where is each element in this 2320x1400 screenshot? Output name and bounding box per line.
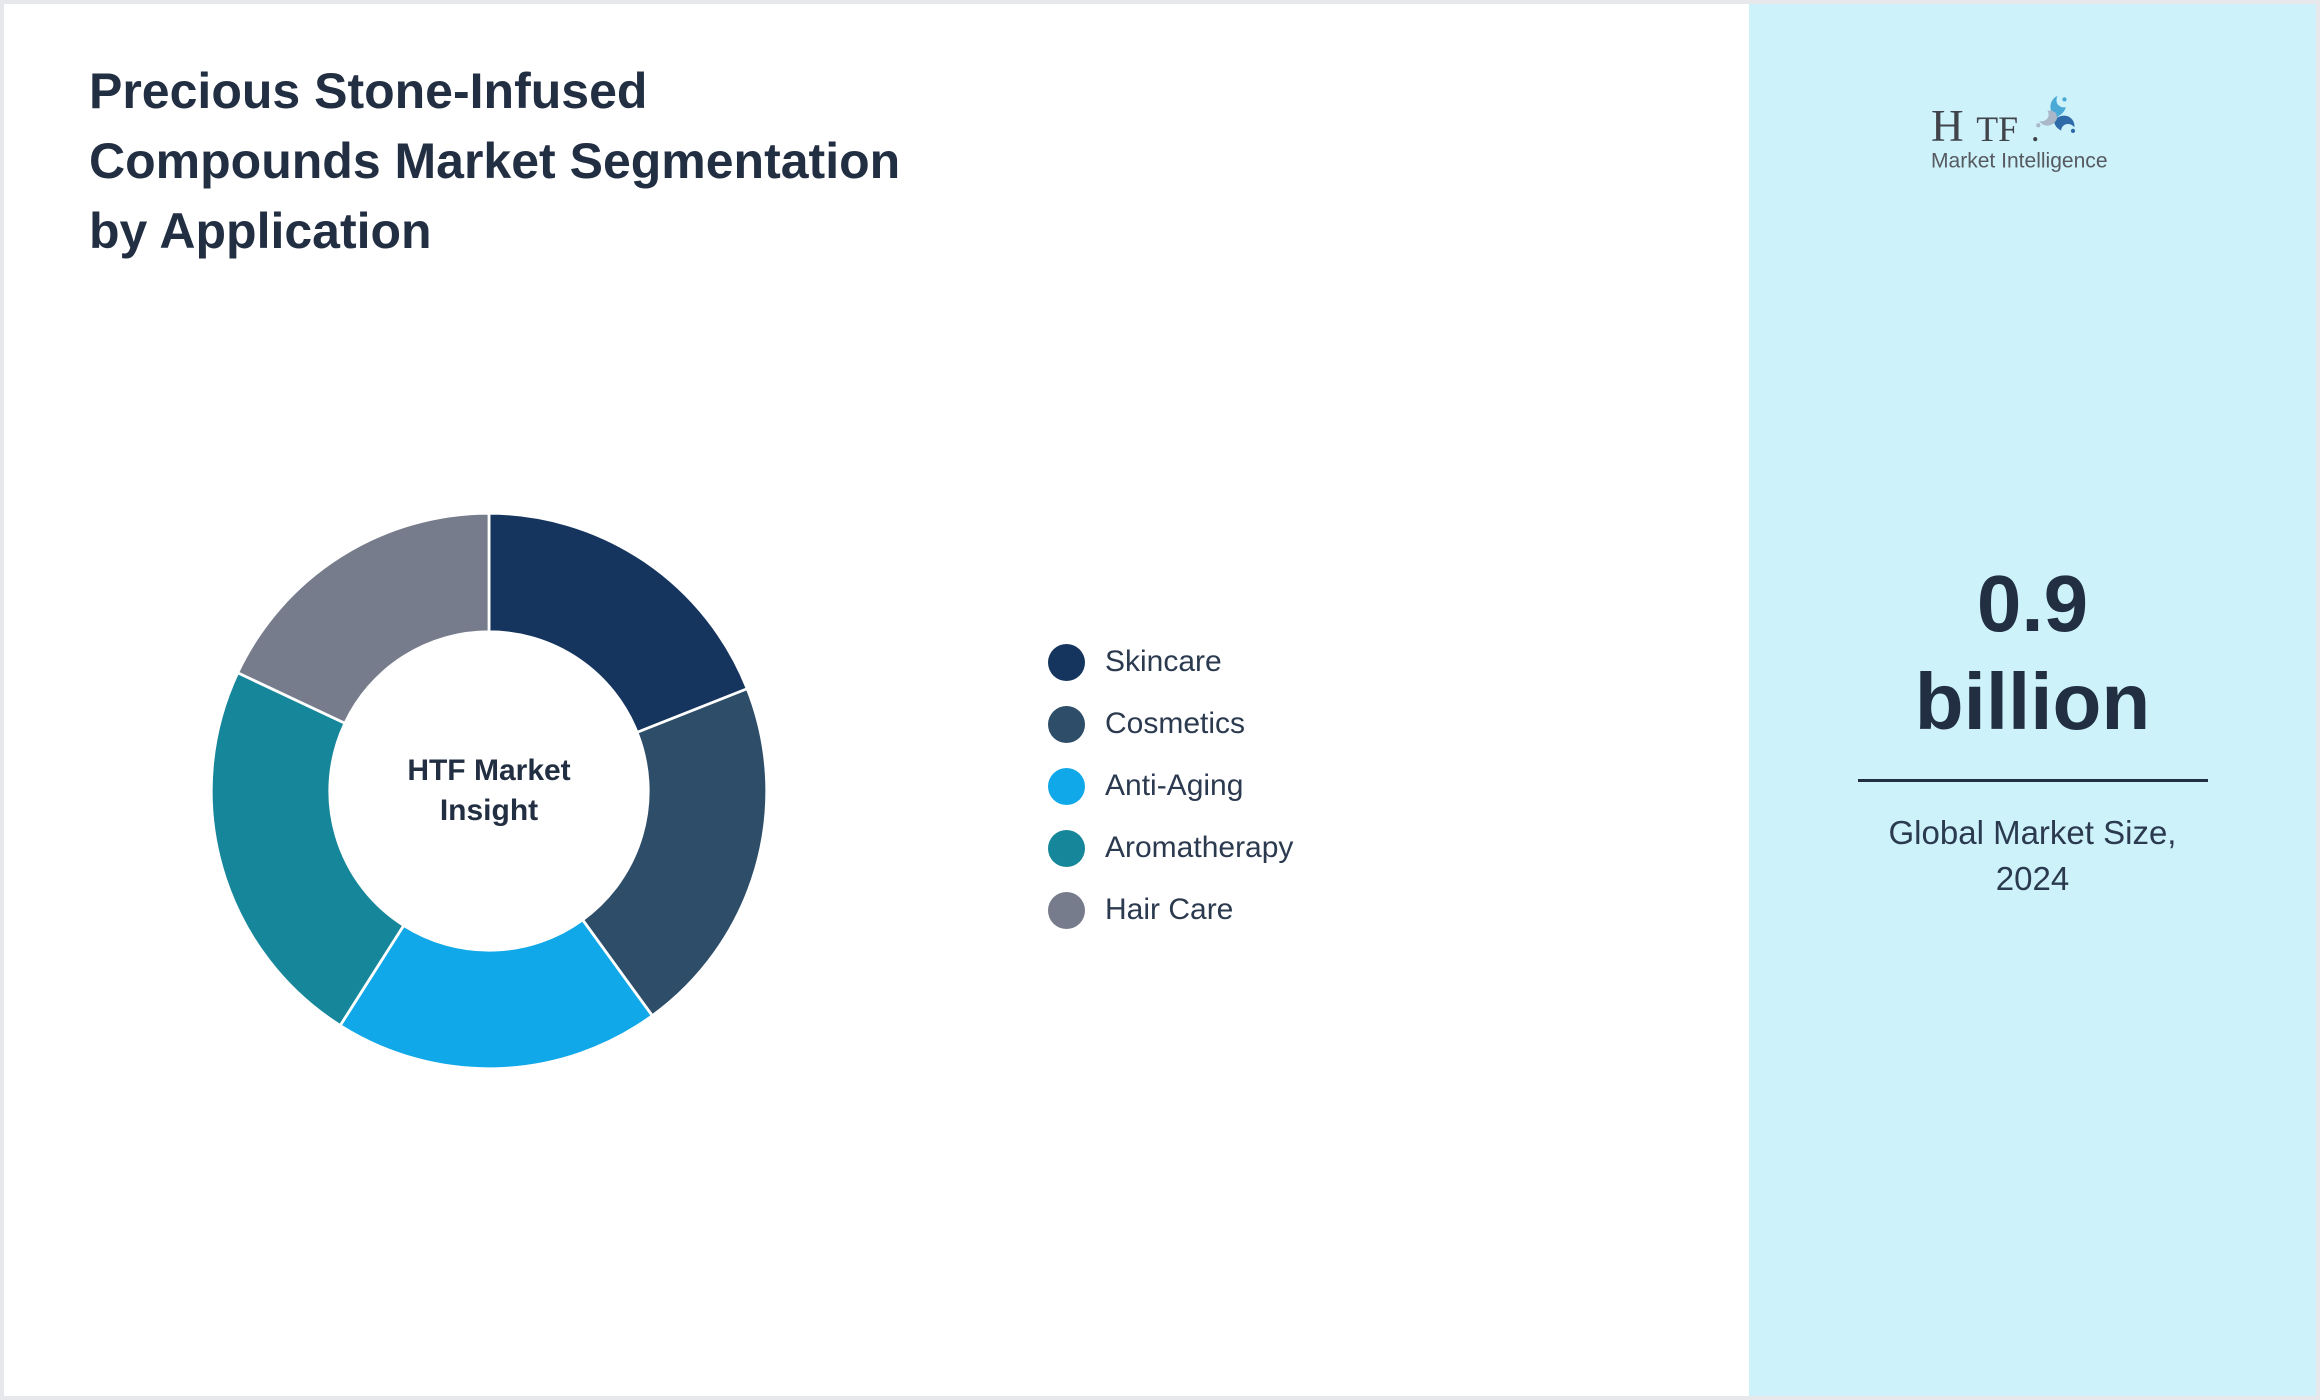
svg-text:Market Intelligence: Market Intelligence bbox=[1931, 150, 2108, 173]
svg-text:H: H bbox=[1931, 101, 1964, 151]
svg-text:.: . bbox=[2031, 109, 2040, 149]
svg-text:TF: TF bbox=[1976, 109, 2018, 149]
